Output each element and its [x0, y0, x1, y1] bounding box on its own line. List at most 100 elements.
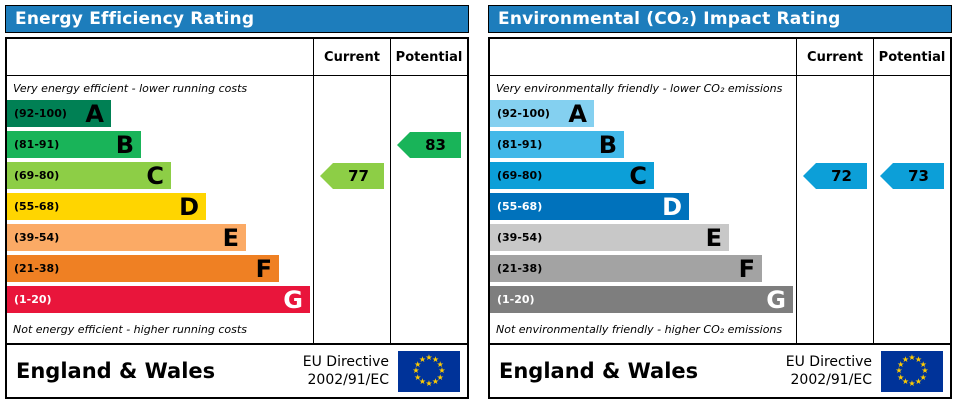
region-label: England & Wales: [499, 359, 699, 383]
rating-band-b: (81-91) B: [490, 131, 624, 158]
band-row: (55-68) D: [490, 191, 796, 222]
arrow-slot: [314, 98, 390, 129]
arrow-slot: [314, 253, 390, 284]
arrow-slot: [391, 222, 467, 253]
environmental-chart-box: Current Potential Very environmentally f…: [488, 37, 952, 399]
rating-band-c: (69-80) C: [7, 162, 171, 189]
arrow-tip-icon: [880, 162, 893, 189]
band-letter: E: [222, 223, 239, 252]
eu-star-icon: ★: [914, 377, 923, 387]
potential-rating-arrow: 83: [397, 131, 461, 158]
arrow-slot: [874, 98, 950, 129]
arrow-slot: 72: [797, 160, 873, 191]
eu-star-icon: ★: [418, 377, 427, 387]
arrow-slot: [391, 98, 467, 129]
band-row: (92-100) A: [490, 98, 796, 129]
chart-body: Very environmentally friendly - lower CO…: [490, 76, 950, 343]
bottom-note: Not energy efficient - higher running co…: [13, 323, 247, 336]
band-letter: D: [179, 192, 199, 221]
current-rating-arrow: 77: [320, 162, 384, 189]
eu-directive-label: EU Directive 2002/91/EC: [303, 353, 389, 389]
current-rating-arrow: 72: [803, 162, 867, 189]
arrow-slot: [874, 222, 950, 253]
rating-band-g: (1-20) G: [7, 286, 310, 313]
arrow-tip-icon: [397, 131, 410, 158]
eu-star-icon: ★: [919, 372, 927, 382]
band-row: (92-100) A: [7, 98, 313, 129]
eu-directive-line2: 2002/91/EC: [307, 372, 390, 388]
band-row: (81-91) B: [490, 129, 796, 160]
band-letter: C: [146, 161, 164, 190]
rating-band-a: (92-100) A: [7, 100, 111, 127]
band-range-label: (1-20): [497, 293, 535, 306]
arrow-tip-icon: [803, 162, 816, 189]
current-column-header: Current: [313, 39, 390, 75]
band-range-label: (92-100): [497, 107, 550, 120]
arrow-slot: [874, 253, 950, 284]
arrow-slot: [797, 253, 873, 284]
bottom-note: Not environmentally friendly - higher CO…: [496, 323, 783, 336]
band-range-label: (69-80): [14, 169, 60, 182]
band-range-label: (55-68): [497, 200, 543, 213]
arrow-slot: [797, 129, 873, 160]
eu-flag-icon: ★ ★ ★ ★ ★ ★ ★ ★ ★ ★ ★ ★: [881, 350, 943, 392]
rating-band-d: (55-68) D: [490, 193, 689, 220]
potential-rating-arrow: 73: [880, 162, 944, 189]
potential-rating-value: 83: [410, 131, 461, 158]
eu-star-icon: ★: [431, 354, 440, 364]
top-note: Very energy efficient - lower running co…: [13, 82, 248, 95]
region-label: England & Wales: [16, 359, 216, 383]
band-row: (69-80) C: [490, 160, 796, 191]
band-range-label: (69-80): [497, 169, 543, 182]
band-row: (81-91) B: [7, 129, 313, 160]
band-letter: G: [766, 285, 786, 314]
rating-band-e: (39-54) E: [490, 224, 729, 251]
eu-directive-line2: 2002/91/EC: [790, 372, 873, 388]
current-column-header: Current: [796, 39, 873, 75]
band-range-label: (92-100): [14, 107, 67, 120]
band-range-label: (1-20): [14, 293, 52, 306]
band-row: (21-38) F: [490, 253, 796, 284]
rating-bands-column: Very environmentally friendly - lower CO…: [490, 76, 796, 343]
potential-value-column: 83: [390, 76, 467, 343]
band-row: (69-80) C: [7, 160, 313, 191]
band-range-label: (55-68): [14, 200, 60, 213]
arrow-slot: [874, 191, 950, 222]
arrow-slot: [391, 160, 467, 191]
band-row: (21-38) F: [7, 253, 313, 284]
header-spacer: [490, 39, 796, 75]
eu-star-icon: ★: [436, 359, 444, 369]
band-letter: D: [662, 192, 682, 221]
rating-band-b: (81-91) B: [7, 131, 141, 158]
potential-column-header: Potential: [390, 39, 467, 75]
arrow-slot: [391, 191, 467, 222]
arrow-slot: 83: [391, 129, 467, 160]
column-header-row: Current Potential: [490, 39, 950, 76]
arrow-slot: 77: [314, 160, 390, 191]
eu-star-icon: ★: [901, 377, 910, 387]
rating-band-f: (21-38) F: [7, 255, 279, 282]
arrow-slot: [797, 284, 873, 315]
eu-star-icon: ★: [901, 354, 910, 364]
band-range-label: (21-38): [14, 262, 60, 275]
current-value-column: 72: [796, 76, 873, 343]
arrow-slot: [314, 222, 390, 253]
eu-star-icon: ★: [431, 377, 440, 387]
arrow-slot: [797, 98, 873, 129]
chart-footer: England & Wales EU Directive 2002/91/EC …: [7, 343, 467, 397]
top-note: Very environmentally friendly - lower CO…: [496, 82, 783, 95]
band-range-label: (81-91): [497, 138, 543, 151]
eu-star-icon: ★: [414, 359, 422, 369]
band-row: (39-54) E: [7, 222, 313, 253]
band-row: (1-20) G: [490, 284, 796, 315]
eu-flag-icon: ★ ★ ★ ★ ★ ★ ★ ★ ★ ★ ★ ★: [398, 350, 460, 392]
rating-bands: (92-100) A (81-91) B (69-80) C (55-68) D (39-54)…: [7, 98, 313, 315]
band-letter: G: [283, 285, 303, 314]
eu-star-icon: ★: [897, 359, 905, 369]
eu-star-icon: ★: [436, 372, 444, 382]
arrow-slot: [391, 284, 467, 315]
arrow-slot: [874, 129, 950, 160]
band-row: (1-20) G: [7, 284, 313, 315]
eu-star-icon: ★: [908, 379, 916, 388]
